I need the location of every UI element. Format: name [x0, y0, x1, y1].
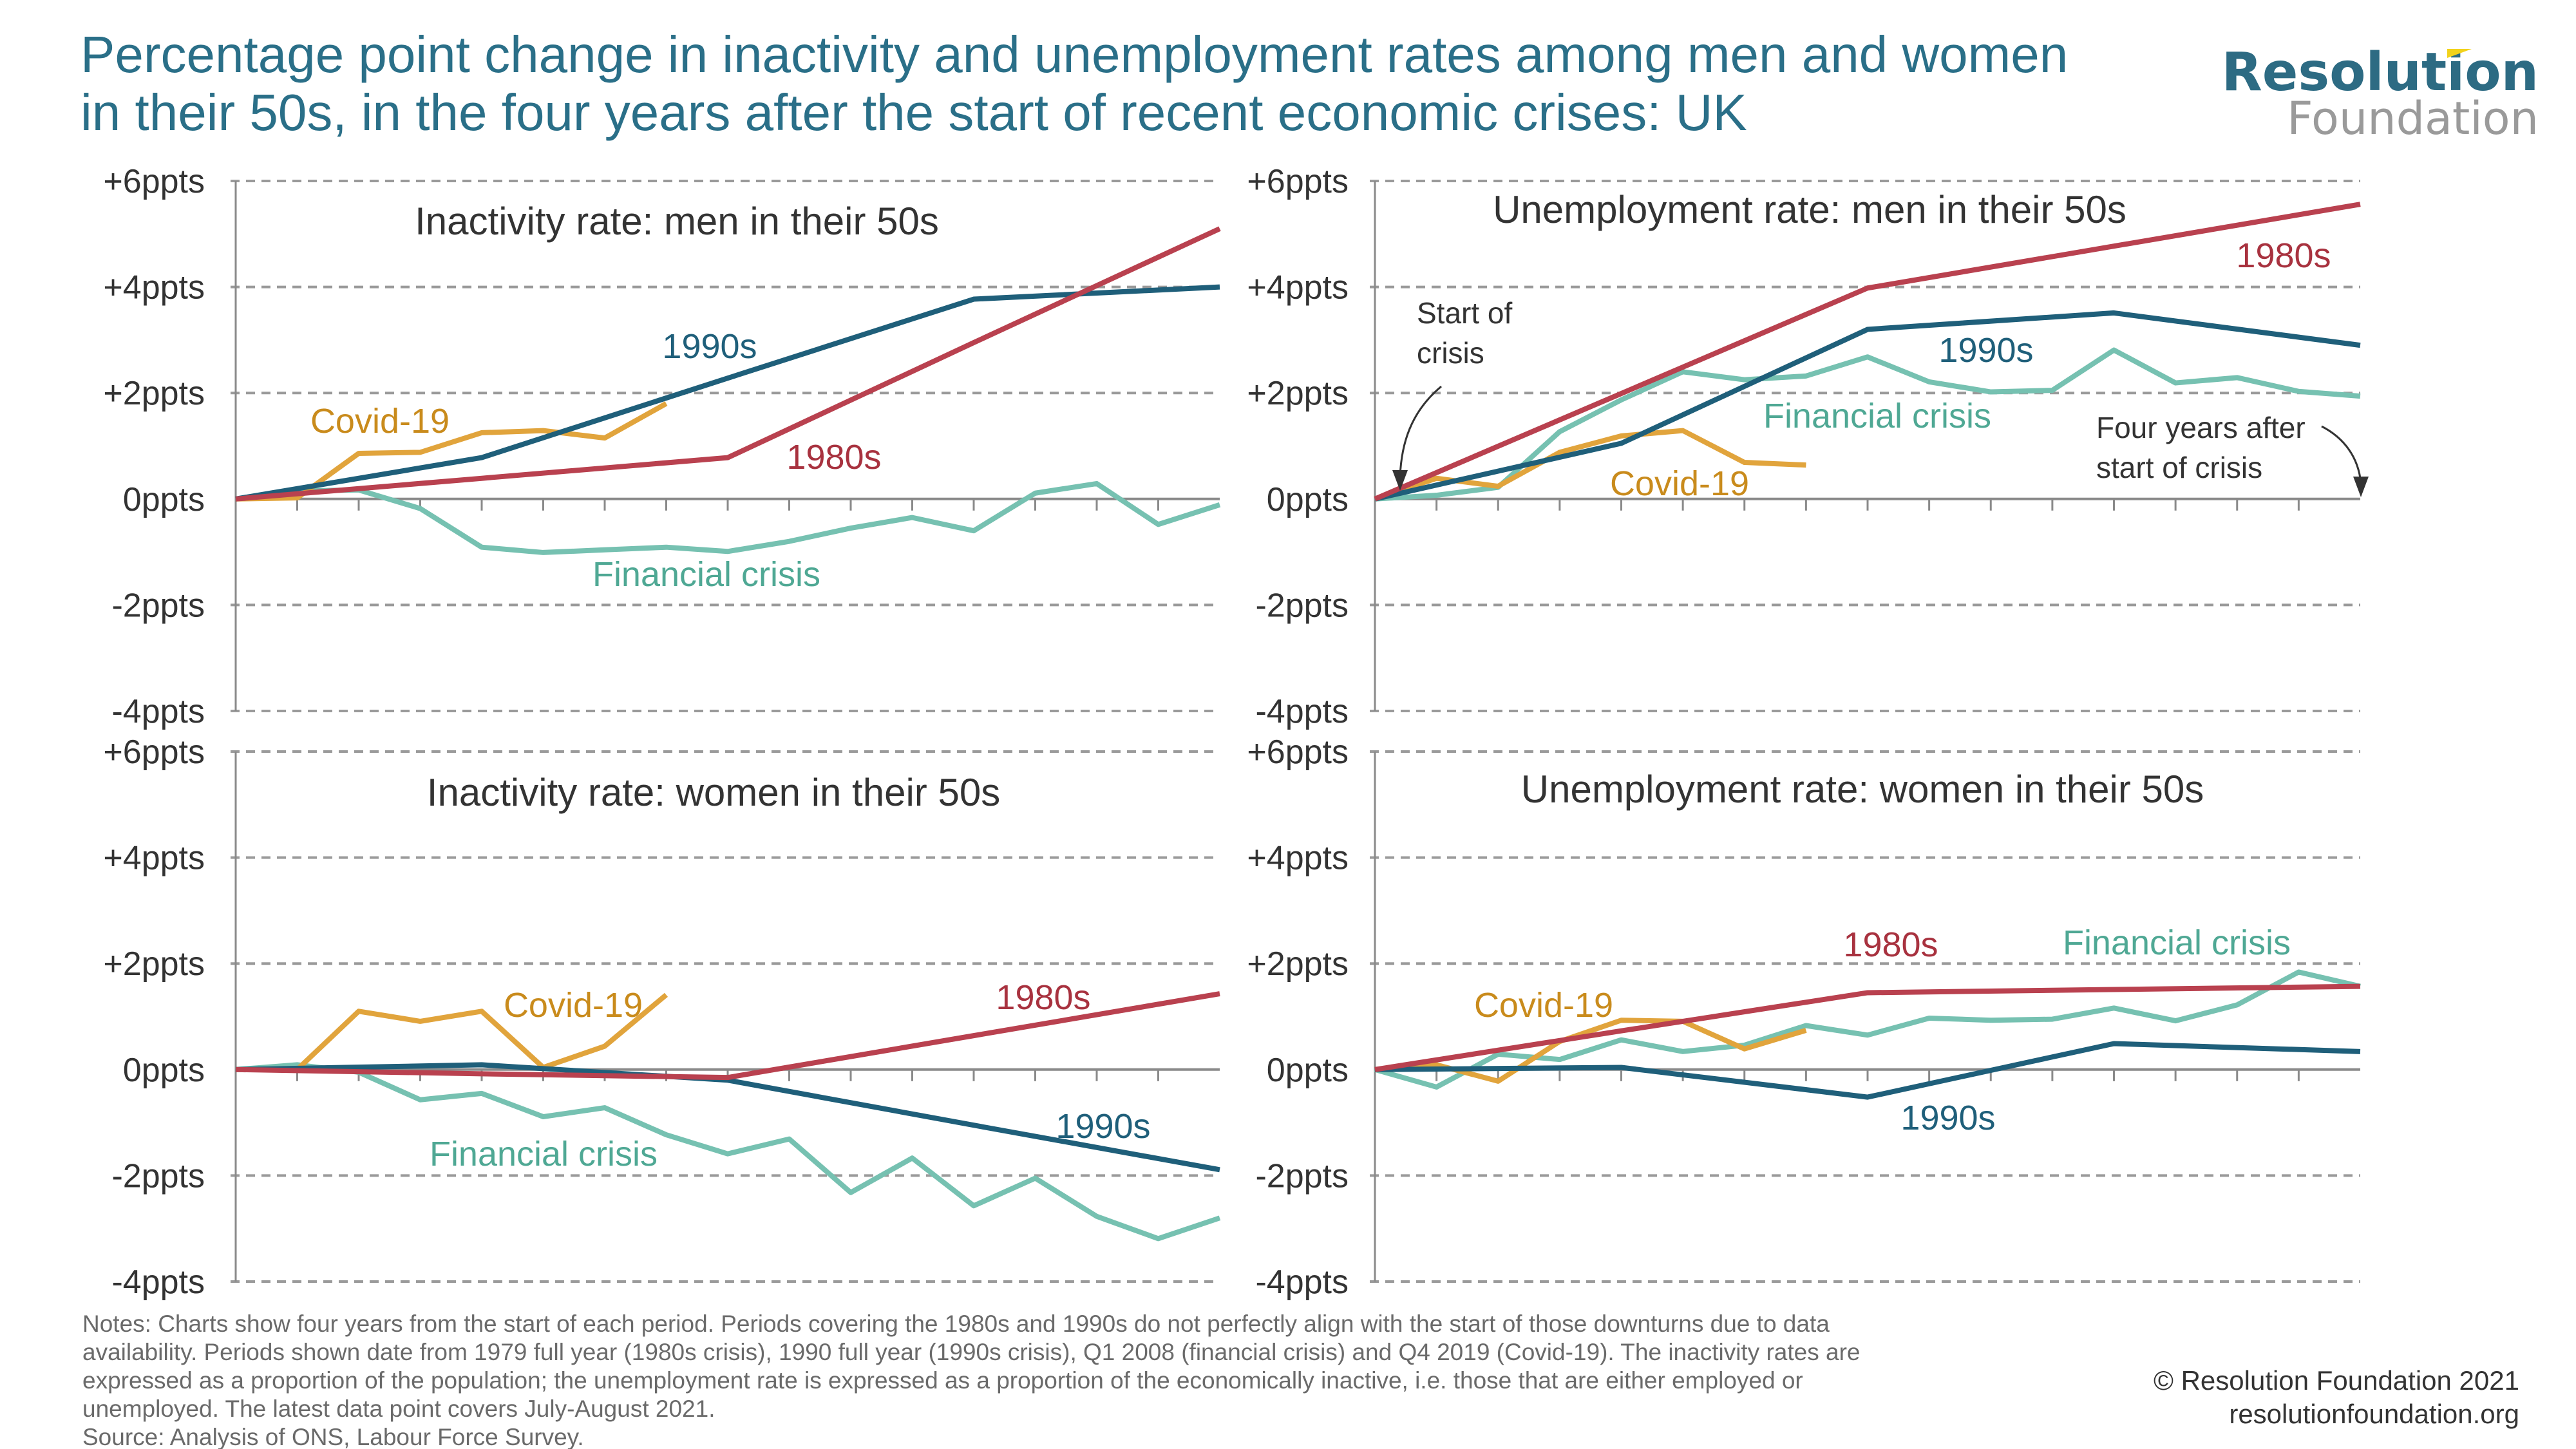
chart-panels: +6ppts +4ppts +2ppts 0ppts -2ppts -4ppts Inact… — [103, 163, 2369, 1301]
y-tick-label: +4ppts — [1247, 840, 1349, 877]
series-label-covid-19: Covid-19 — [504, 986, 643, 1025]
series-label-financial-crisis: Financial crisis — [1763, 397, 1991, 435]
notes-line-3: expressed as a proportion of the populat… — [82, 1367, 1803, 1394]
resolution-foundation-logo: Resolution Foundation — [2222, 42, 2539, 145]
y-tick-label: +4ppts — [103, 840, 205, 877]
logo-main-text: Resolution — [2222, 42, 2539, 103]
chart-title: Percentage point change in inactivity an… — [80, 26, 2068, 141]
arrowhead-icon — [1392, 470, 1408, 491]
annotation-1: Start of crisis — [1392, 296, 1513, 491]
chart-notes: Notes: Charts show four years from the s… — [82, 1311, 1861, 1449]
notes-line-1: Notes: Charts show four years from the s… — [82, 1311, 1830, 1337]
series-label-financial-crisis: Financial crisis — [2063, 923, 2291, 962]
series-label-1990s: 1990s — [1900, 1099, 1995, 1137]
y-tick-label: 0ppts — [123, 481, 205, 518]
copyright-text: © Resolution Foundation 2021 — [2154, 1365, 2519, 1396]
y-tick-label: +2ppts — [1247, 945, 1349, 983]
y-tick-label: +2ppts — [1247, 375, 1349, 412]
series-label-1980s: 1980s — [996, 978, 1090, 1017]
series-line-financial-crisis — [235, 480, 1221, 555]
annotation-text: crisis — [1417, 336, 1484, 370]
website-text: resolutionfoundation.org — [2229, 1399, 2519, 1429]
panel-title: Unemployment rate: women in their 50s — [1521, 768, 2204, 811]
annotation-text: Start of — [1417, 296, 1513, 330]
notes-line-2: availability. Periods shown date from 19… — [82, 1339, 1861, 1365]
series-line-financial-crisis — [1374, 347, 2361, 502]
series-line-1990s — [1374, 310, 2361, 502]
y-tick-label: +6ppts — [103, 734, 205, 771]
y-tick-label: +6ppts — [103, 163, 205, 200]
y-tick-label: -4ppts — [111, 693, 205, 730]
arrowhead-icon — [2353, 477, 2369, 497]
y-tick-label: +6ppts — [1247, 734, 1349, 771]
series-label-1990s: 1990s — [662, 327, 757, 366]
chart-title-line-1: Percentage point change in inactivity an… — [80, 26, 2068, 83]
y-tick-label: -4ppts — [1255, 693, 1349, 730]
series-label-1980s: 1980s — [2236, 236, 2331, 275]
y-tick-label: +2ppts — [103, 375, 205, 412]
series-line-covid-19 — [1374, 428, 1806, 502]
y-tick-label: -2ppts — [1255, 587, 1349, 624]
annotation-text: start of crisis — [2096, 451, 2262, 484]
panel-title: Inactivity rate: women in their 50s — [427, 771, 1000, 814]
annotation-text: Four years after — [2096, 411, 2306, 444]
panel-1: +6ppts +4ppts +2ppts 0ppts -2ppts -4ppts Inact… — [103, 163, 1221, 730]
series-label-1980s: 1980s — [1843, 925, 1938, 964]
series-line-1990s — [1374, 1041, 2361, 1100]
annotation-arrow-icon — [1399, 385, 1442, 477]
panel-3: +6ppts +4ppts +2ppts 0ppts -2ppts -4ppts Inact… — [103, 734, 1221, 1301]
notes-line-4: unemployed. The latest data point covers… — [82, 1396, 715, 1422]
series-line-1980s — [1374, 202, 2361, 502]
panel-title: Unemployment rate: men in their 50s — [1493, 188, 2126, 231]
series-label-covid-19: Covid-19 — [310, 402, 450, 440]
series-line-1980s — [235, 991, 1220, 1081]
series-label-1990s: 1990s — [1938, 331, 2033, 370]
y-tick-label: -4ppts — [1255, 1264, 1349, 1301]
annotation-arrow-icon — [2321, 425, 2362, 484]
chart-title-line-2: in their 50s, in the four years after th… — [80, 84, 1747, 141]
series-line-financial-crisis — [235, 1062, 1221, 1242]
y-tick-label: 0ppts — [1267, 1052, 1349, 1089]
y-tick-label: +2ppts — [103, 945, 205, 983]
series-label-covid-19: Covid-19 — [1610, 464, 1749, 503]
y-tick-label: -2ppts — [1255, 1157, 1349, 1195]
series-line-1990s — [235, 1062, 1220, 1173]
panel-2: +6ppts +4ppts +2ppts 0ppts -2ppts -4ppts Unemp… — [1247, 163, 2369, 730]
series-label-1990s: 1990s — [1056, 1107, 1150, 1146]
series-line-1990s — [235, 284, 1220, 502]
notes-source: Source: Analysis of ONS, Labour Force Su… — [82, 1424, 584, 1449]
series-line-1980s — [1374, 983, 2361, 1072]
y-tick-label: -2ppts — [111, 587, 205, 624]
y-tick-label: +4ppts — [103, 269, 205, 307]
y-tick-label: +4ppts — [1247, 269, 1349, 307]
credit: © Resolution Foundation 2021 resolutionf… — [2154, 1365, 2519, 1429]
logo-accent-mark — [2447, 49, 2472, 58]
series-label-financial-crisis: Financial crisis — [430, 1135, 658, 1173]
series-label-1980s: 1980s — [786, 438, 881, 477]
logo-sub-text: Foundation — [2287, 92, 2539, 145]
y-tick-label: -2ppts — [111, 1157, 205, 1195]
series-label-covid-19: Covid-19 — [1474, 986, 1613, 1025]
series-label-financial-crisis: Financial crisis — [592, 555, 820, 594]
series-line-1980s — [235, 226, 1221, 502]
series-line-covid-19 — [236, 992, 668, 1072]
y-tick-label: +6ppts — [1247, 163, 1349, 200]
panel-4: +6ppts +4ppts +2ppts 0ppts -2ppts -4ppts Unemp… — [1247, 734, 2361, 1301]
y-tick-label: 0ppts — [1267, 481, 1349, 518]
annotation-2: Four years after start of crisis — [2096, 411, 2369, 497]
panel-title: Inactivity rate: men in their 50s — [415, 200, 939, 243]
y-tick-label: 0ppts — [123, 1052, 205, 1089]
y-tick-label: -4ppts — [111, 1264, 205, 1301]
